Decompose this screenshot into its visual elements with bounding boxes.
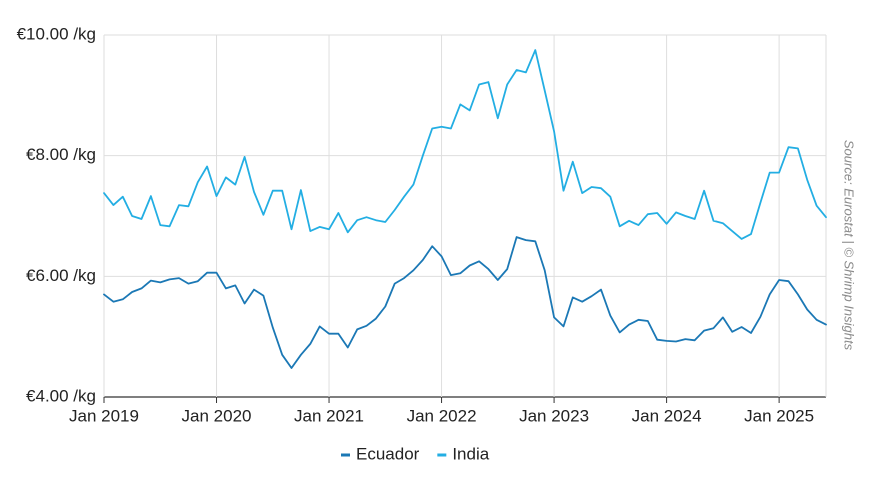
source-note: Source: Eurostat | © Shrimp Insights [842,140,857,351]
x-tick-label: Jan 2020 [182,406,252,425]
x-tick-label: Jan 2023 [519,406,589,425]
x-tick-label: Jan 2025 [744,406,814,425]
grid [103,34,827,403]
y-tick-label: €4.00 /kg [26,386,96,405]
x-tick-label: Jan 2021 [294,406,364,425]
legend-label-ecuador: Ecuador [356,444,420,463]
y-tick-label: €8.00 /kg [26,145,96,164]
x-tick-label: Jan 2019 [69,406,139,425]
y-tick-label: €10.00 /kg [17,24,96,43]
series-line-ecuador [103,236,827,369]
x-tick-label: Jan 2022 [407,406,477,425]
legend-label-india: India [452,444,489,463]
legend: Ecuador India [341,444,490,463]
y-tick-label: €6.00 /kg [26,266,96,285]
series-lines [103,49,827,369]
x-tick-label: Jan 2024 [632,406,702,425]
x-axis-tick-labels: Jan 2019 Jan 2020 Jan 2021 Jan 2022 Jan 2023… [69,406,814,425]
y-axis-tick-labels: €4.00 /kg €6.00 /kg €8.00 /kg €10.00 /kg [17,24,96,405]
series-line-india [103,49,827,240]
